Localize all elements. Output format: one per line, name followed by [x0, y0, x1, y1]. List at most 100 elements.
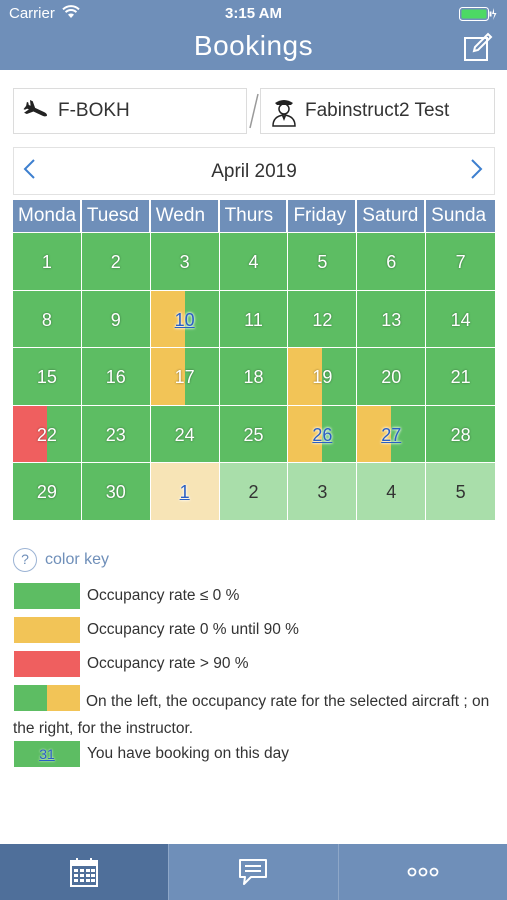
- calendar-day[interactable]: 17: [150, 347, 220, 405]
- calendar-day[interactable]: 13: [357, 289, 427, 347]
- edit-button[interactable]: [463, 32, 493, 62]
- aircraft-occupancy-half: [357, 405, 392, 462]
- calendar-day[interactable]: 23: [81, 404, 151, 462]
- calendar-day[interactable]: 19: [288, 347, 358, 405]
- weekday-label: Sunda: [426, 200, 496, 232]
- aircraft-occupancy-half: [288, 405, 323, 462]
- calendar-day[interactable]: 5: [288, 232, 358, 290]
- day-number: 22: [36, 424, 57, 445]
- calendar-day[interactable]: 16: [81, 347, 151, 405]
- day-number: 16: [105, 367, 126, 387]
- calendar-day[interactable]: 30: [81, 462, 151, 520]
- day-number: 23: [105, 424, 126, 445]
- aircraft-occupancy-half: [150, 348, 185, 405]
- calendar-day[interactable]: 5: [426, 462, 496, 520]
- header: Carrier 3:15 AM Bookings: [0, 0, 507, 70]
- swatch-day: 31: [39, 746, 55, 762]
- weekday-label: Thurs: [219, 200, 289, 232]
- calendar-day[interactable]: 1: [13, 232, 82, 290]
- day-number: 11: [244, 309, 263, 330]
- weekday-label: Wedn: [150, 200, 220, 232]
- previous-month-button[interactable]: [14, 156, 44, 186]
- calendar-week: 1 2 3 4 5 6 7: [13, 232, 496, 290]
- key-row-high: Occupancy rate > 90 %: [13, 650, 249, 678]
- calendar-day[interactable]: 26: [288, 404, 358, 462]
- calendar-day[interactable]: 3: [288, 462, 358, 520]
- chat-icon: [239, 859, 268, 885]
- day-number: 21: [450, 367, 471, 387]
- compose-icon: [464, 32, 493, 61]
- calendar-day[interactable]: 2: [219, 462, 289, 520]
- day-number: 3: [317, 482, 328, 502]
- swatch-split-left: [14, 685, 47, 711]
- tab-messages[interactable]: [169, 844, 339, 900]
- calendar-day[interactable]: 3: [150, 232, 220, 290]
- weekday-label: Friday: [288, 200, 358, 232]
- calendar-day[interactable]: 10: [150, 289, 220, 347]
- calendar-day[interactable]: 6: [357, 232, 427, 290]
- carrier-label: Carrier: [9, 5, 55, 22]
- aircraft-selector[interactable]: F-BOKH: [13, 88, 247, 134]
- pilot-icon: [267, 94, 301, 128]
- day-number: 20: [381, 367, 402, 387]
- calendar-day[interactable]: 22: [13, 404, 82, 462]
- calendar-day[interactable]: 12: [288, 289, 358, 347]
- day-number: 15: [36, 367, 57, 387]
- day-number: 14: [450, 309, 471, 330]
- calendar-day[interactable]: 4: [219, 232, 289, 290]
- key-text: You have booking on this day: [87, 745, 289, 762]
- calendar-week: 8 9 10 11 12 13 14: [13, 289, 496, 347]
- calendar-day[interactable]: 8: [13, 289, 82, 347]
- key-row-split: [13, 684, 81, 712]
- calendar-day[interactable]: 20: [357, 347, 427, 405]
- calendar-day[interactable]: 4: [357, 462, 427, 520]
- calendar-week: 22 23 24 25 26 27 28: [13, 404, 496, 462]
- next-month-button[interactable]: [462, 156, 492, 186]
- month-label: April 2019: [211, 161, 297, 182]
- calendar-day[interactable]: 11: [219, 289, 289, 347]
- chevron-right-icon: [471, 159, 483, 179]
- key-row-booking: 31 You have booking on this day: [13, 740, 289, 768]
- day-number: 2: [248, 482, 259, 502]
- calendar-day[interactable]: 24: [150, 404, 220, 462]
- key-text: Occupancy rate 0 % until 90 %: [87, 621, 299, 638]
- calendar-day[interactable]: 1: [150, 462, 220, 520]
- day-number: 24: [174, 424, 195, 445]
- calendar-day[interactable]: 7: [426, 232, 496, 290]
- calendar-day[interactable]: 28: [426, 404, 496, 462]
- day-number: 30: [105, 482, 126, 502]
- battery-icon: [459, 7, 497, 21]
- day-number: 26: [312, 424, 333, 445]
- swatch-green: [13, 582, 81, 610]
- calendar-day[interactable]: 2: [81, 232, 151, 290]
- day-number: 1: [179, 482, 190, 502]
- calendar-day[interactable]: 9: [81, 289, 151, 347]
- color-key-title: color key: [45, 551, 110, 568]
- tab-calendar[interactable]: [0, 844, 170, 900]
- day-number: 8: [41, 309, 52, 330]
- tab-more[interactable]: [339, 844, 507, 900]
- color-key-header[interactable]: ? color key: [13, 548, 109, 572]
- day-number: 6: [386, 252, 397, 272]
- weekday-label: Monda: [13, 200, 82, 232]
- instructor-selector[interactable]: Fabinstruct2 Test: [260, 88, 495, 134]
- weekday-label: Tuesd: [81, 200, 151, 232]
- page-title: Bookings: [193, 30, 314, 61]
- weekday-label: Saturd: [357, 200, 427, 232]
- tab-bar: [0, 844, 507, 900]
- calendar-day[interactable]: 18: [219, 347, 289, 405]
- calendar-day[interactable]: 25: [219, 404, 289, 462]
- calendar-day[interactable]: 29: [13, 462, 82, 520]
- key-text-split: On the left, the occupancy rate for the …: [13, 693, 490, 737]
- wifi-icon: [62, 5, 80, 23]
- key-text: Occupancy rate ≤ 0 %: [87, 587, 240, 604]
- calendar-day[interactable]: 14: [426, 289, 496, 347]
- calendar-day[interactable]: 27: [357, 404, 427, 462]
- day-number: 10: [174, 309, 195, 330]
- weekday-header: Monda Tuesd Wedn Thurs Friday Saturd Sun…: [13, 200, 496, 232]
- day-number: 3: [179, 252, 190, 272]
- help-icon: ?: [13, 548, 37, 572]
- aircraft-label: F-BOKH: [58, 100, 130, 121]
- calendar-day[interactable]: 21: [426, 347, 496, 405]
- calendar-day[interactable]: 15: [13, 347, 82, 405]
